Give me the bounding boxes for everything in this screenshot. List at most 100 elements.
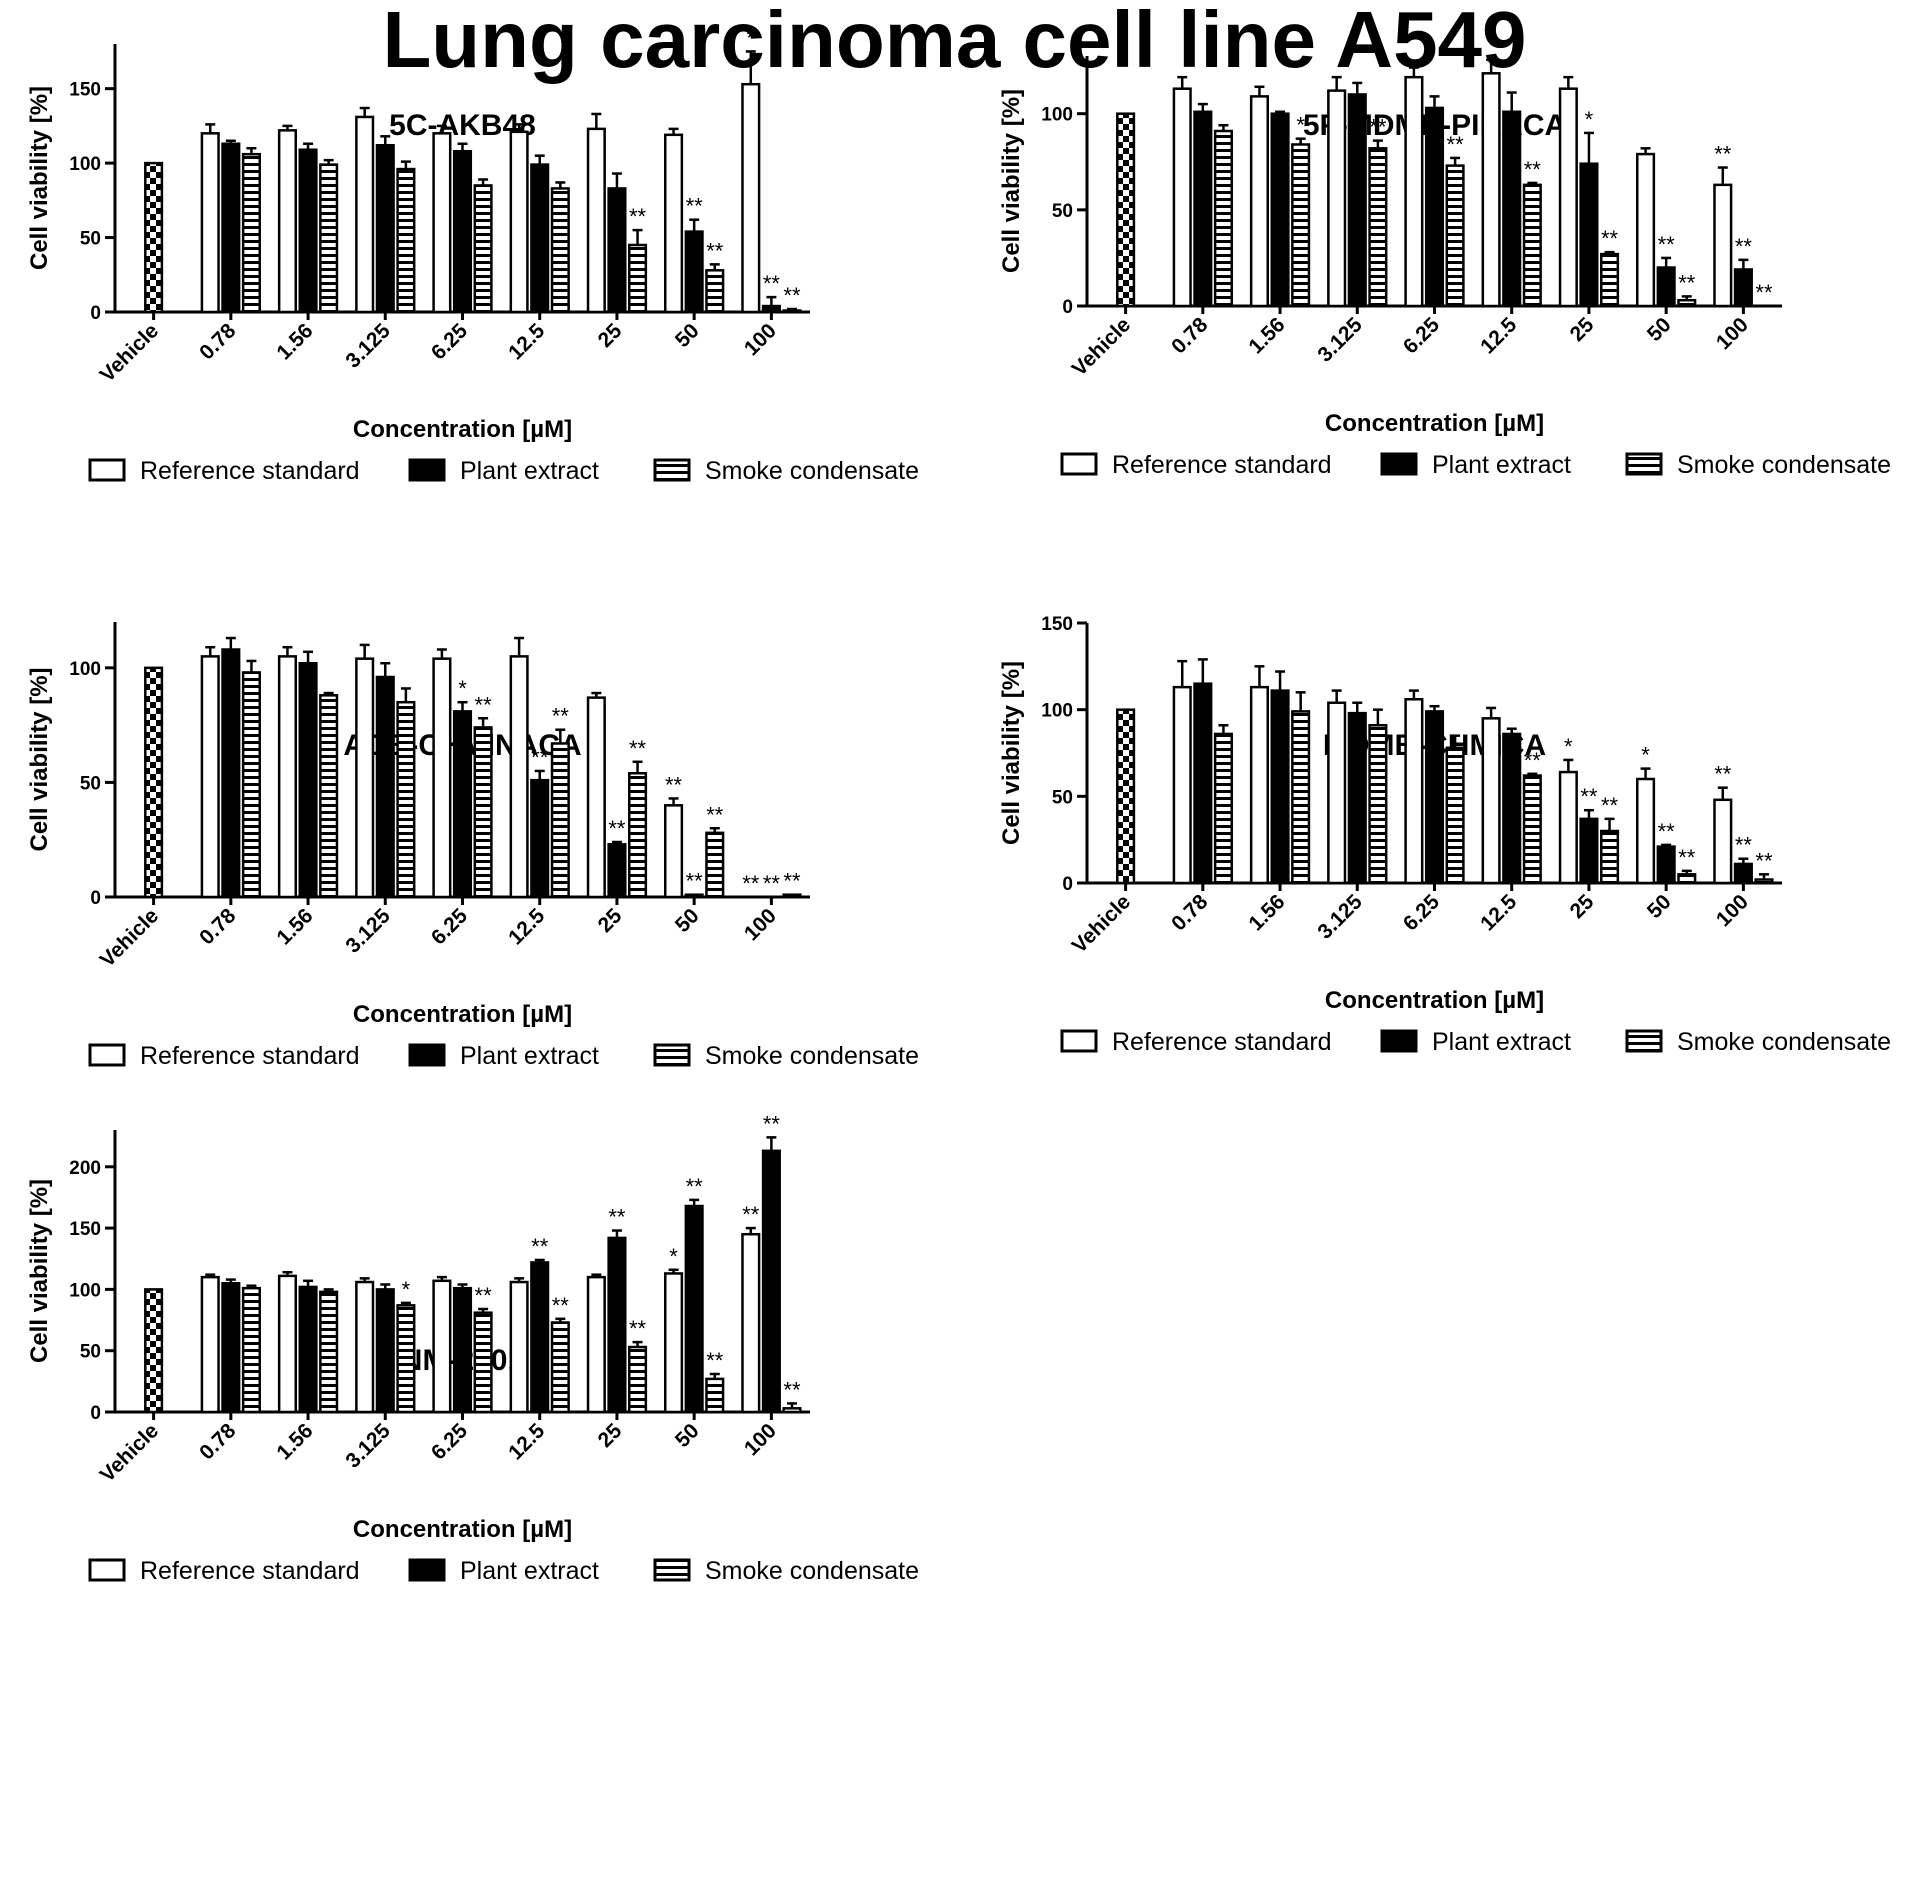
bar-plant	[1270, 112, 1290, 308]
significance-marker: **	[763, 871, 781, 896]
bar-plant	[761, 1149, 781, 1414]
bar-vehicle	[144, 1288, 164, 1414]
bar-plant	[1424, 710, 1445, 885]
bar-smoke	[1368, 147, 1388, 308]
bar-smoke	[396, 700, 416, 899]
legend-swatch-plant	[408, 1558, 446, 1582]
significance-marker: **	[1678, 270, 1696, 295]
bar-smoke	[627, 772, 648, 899]
x-tick-label: 1.56	[272, 319, 317, 364]
bar-plant	[1733, 268, 1753, 308]
legend-label-plant: Plant extract	[1432, 1028, 1571, 1056]
significance-marker: **	[742, 871, 760, 896]
bar-vehicle	[144, 161, 164, 314]
significance-marker: **	[629, 1316, 647, 1341]
x-tick-label: 50	[671, 1419, 704, 1452]
bar-plant	[1347, 93, 1367, 308]
bar-plant	[298, 662, 318, 899]
legend-label-smoke: Smoke condensate	[705, 1042, 919, 1070]
chart-panel-5f-mdmb-pinaca: 5F-MDMB-PINACACell viability [%]050100Ve…	[955, 56, 1905, 690]
legend-label-smoke: Smoke condensate	[1677, 451, 1891, 479]
bar-reference	[509, 655, 529, 899]
y-tick-label: 100	[1041, 105, 1073, 126]
y-tick-label: 100	[69, 659, 101, 680]
legend-swatch-plant	[408, 1043, 446, 1067]
legend-swatch-smoke	[1625, 452, 1663, 476]
bar-reference	[432, 657, 452, 899]
bar-reference	[586, 127, 606, 314]
bar-smoke	[1677, 873, 1697, 885]
legend-swatch-smoke	[653, 458, 691, 482]
y-tick-label: 0	[90, 1403, 101, 1424]
bar-vehicle	[1116, 112, 1136, 308]
x-tick-label: 3.125	[1313, 890, 1367, 944]
y-tick-label: 0	[1062, 874, 1073, 895]
bar-plant	[684, 1204, 704, 1414]
bar-smoke	[241, 671, 261, 899]
x-axis-label: Concentration [µM]	[353, 416, 572, 443]
significance-marker: **	[1678, 845, 1696, 870]
legend-swatch-reference	[88, 1558, 126, 1582]
x-tick-label: Vehicle	[1068, 313, 1135, 380]
significance-marker: **	[686, 1174, 704, 1199]
significance-marker: **	[1755, 280, 1773, 305]
legend-label-plant: Plant extract	[460, 1557, 599, 1585]
significance-marker: **	[783, 283, 801, 308]
significance-marker: *	[1641, 743, 1650, 768]
x-tick-label: Vehicle	[1068, 890, 1135, 957]
y-tick-label: 150	[69, 1219, 101, 1240]
bar-reference	[1327, 701, 1347, 885]
legend-label-smoke: Smoke condensate	[1677, 1028, 1891, 1056]
legend-label-smoke: Smoke condensate	[705, 1557, 919, 1585]
x-tick-label: Vehicle	[96, 904, 163, 971]
x-tick-label: 3.125	[1313, 313, 1367, 367]
x-tick-label: 0.78	[195, 904, 240, 949]
bar-reference	[1249, 685, 1270, 885]
x-tick-label: 100	[740, 1419, 781, 1460]
bar-smoke	[1599, 252, 1620, 308]
bar-smoke	[1291, 143, 1311, 308]
significance-marker: **	[783, 869, 801, 894]
bar-smoke	[396, 1304, 416, 1414]
legend-label-reference: Reference standard	[1112, 451, 1332, 479]
bar-reference	[1172, 87, 1192, 308]
significance-marker: **	[706, 802, 724, 827]
x-tick-label: 6.25	[1399, 890, 1444, 935]
x-tick-label: 12.5	[504, 319, 549, 364]
significance-marker: **	[629, 204, 647, 229]
bar-smoke	[782, 893, 802, 899]
bar-smoke	[473, 184, 493, 314]
bar-smoke	[1599, 829, 1620, 885]
significance-marker: **	[1369, 115, 1387, 140]
legend-label-reference: Reference standard	[140, 1557, 360, 1585]
y-tick-label: 200	[69, 1158, 101, 1179]
legend-label-plant: Plant extract	[460, 457, 599, 485]
bar-plant	[1579, 817, 1599, 885]
bar-reference	[1172, 685, 1192, 885]
significance-marker: **	[531, 745, 549, 770]
bar-vehicle	[1116, 708, 1136, 885]
bar-smoke	[1754, 878, 1774, 885]
y-tick-label: 50	[80, 1342, 101, 1363]
y-tick-label: 100	[69, 154, 101, 175]
x-tick-label: 12.5	[504, 904, 549, 949]
chart-panel-5c-akb48: 5C-AKB48 Cell viability [%] 0 50 100 150 Vehic…	[0, 25, 950, 690]
chart-svg: 5F-MDMB-PINACACell viability [%]050100Ve…	[998, 56, 1891, 479]
bar-reference	[1404, 75, 1424, 308]
x-tick-label: 1.56	[272, 1419, 317, 1464]
significance-marker: **	[608, 1205, 626, 1230]
significance-marker: **	[686, 194, 704, 219]
y-tick-label: 50	[1052, 201, 1073, 222]
bar-reference	[664, 804, 684, 899]
y-axis-label: Cell viability [%]	[26, 667, 53, 851]
legend-swatch-plant	[1380, 452, 1418, 476]
x-tick-label: 50	[1643, 313, 1676, 346]
significance-marker: *	[1296, 113, 1305, 138]
significance-marker: **	[706, 1348, 724, 1373]
bar-smoke	[1522, 183, 1542, 308]
figure-title: Lung carcinoma cell line A549	[382, 0, 1527, 84]
legend-swatch-smoke	[1625, 1029, 1663, 1053]
bar-smoke	[627, 243, 648, 314]
x-tick-label: 6.25	[427, 904, 472, 949]
